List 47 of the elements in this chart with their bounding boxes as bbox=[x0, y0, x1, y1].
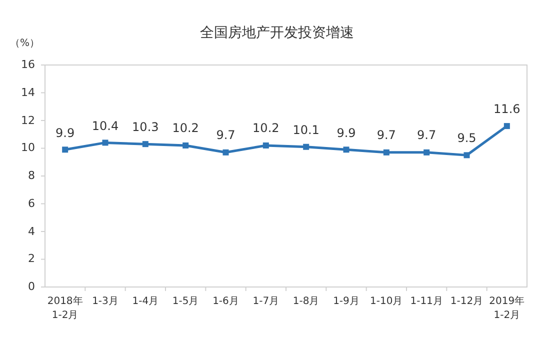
data-label: 9.9 bbox=[54, 126, 76, 140]
x-tick-label: 1-3月 bbox=[91, 295, 120, 309]
y-tick-label: 0 bbox=[27, 279, 35, 295]
x-tick-label: 1-4月 bbox=[131, 295, 160, 309]
x-tick-label: 1-6月 bbox=[212, 295, 240, 309]
point bbox=[222, 149, 229, 156]
x-tick-label: 1-10月 bbox=[369, 295, 404, 309]
data-label: 10.1 bbox=[292, 122, 320, 137]
data-label: 10.3 bbox=[131, 120, 160, 134]
x-tick-label: 1-8月 bbox=[292, 295, 320, 309]
x-tick-label: 2019年 1-2月 bbox=[488, 295, 526, 323]
y-tick-label: 12 bbox=[20, 112, 35, 128]
point bbox=[464, 152, 470, 158]
point bbox=[303, 144, 310, 150]
data-label: 9.7 bbox=[215, 128, 236, 142]
point bbox=[383, 149, 390, 156]
y-tick-label: 16 bbox=[20, 57, 35, 73]
point bbox=[424, 149, 430, 156]
y-axis-title: （%） bbox=[10, 37, 40, 50]
x-tick-label: 1-7月 bbox=[252, 295, 280, 309]
y-tick-label: 6 bbox=[27, 196, 35, 212]
data-label: 9.7 bbox=[416, 128, 438, 142]
data-label: 9.5 bbox=[456, 131, 478, 146]
y-tick-label: 2 bbox=[27, 251, 35, 268]
y-tick-label: 4 bbox=[27, 224, 35, 240]
point bbox=[102, 140, 108, 146]
x-tick-label: 1-12月 bbox=[449, 295, 484, 309]
point bbox=[62, 146, 68, 153]
y-tick-label: 10 bbox=[20, 140, 35, 156]
y-tick-label: 8 bbox=[27, 168, 35, 184]
point bbox=[262, 142, 269, 148]
x-tick-label: 2018年 1-2月 bbox=[46, 295, 84, 323]
point bbox=[504, 123, 510, 130]
x-tick-label: 1-5月 bbox=[171, 295, 200, 309]
x-tick-label: 1-9月 bbox=[332, 295, 360, 309]
data-label: 11.6 bbox=[492, 102, 522, 116]
data-label: 9.9 bbox=[336, 126, 357, 140]
data-label: 9.7 bbox=[376, 128, 397, 142]
data-label: 10.2 bbox=[252, 121, 280, 136]
point bbox=[182, 142, 189, 148]
point bbox=[343, 146, 350, 153]
data-label: 10.4 bbox=[90, 118, 120, 133]
data-label: 10.2 bbox=[171, 121, 200, 136]
x-tick-label: 1-11月 bbox=[409, 295, 444, 309]
y-tick-label: 14 bbox=[20, 84, 35, 101]
chart-title: 全国房地产开发投资增速 bbox=[200, 25, 354, 41]
point bbox=[142, 141, 148, 148]
